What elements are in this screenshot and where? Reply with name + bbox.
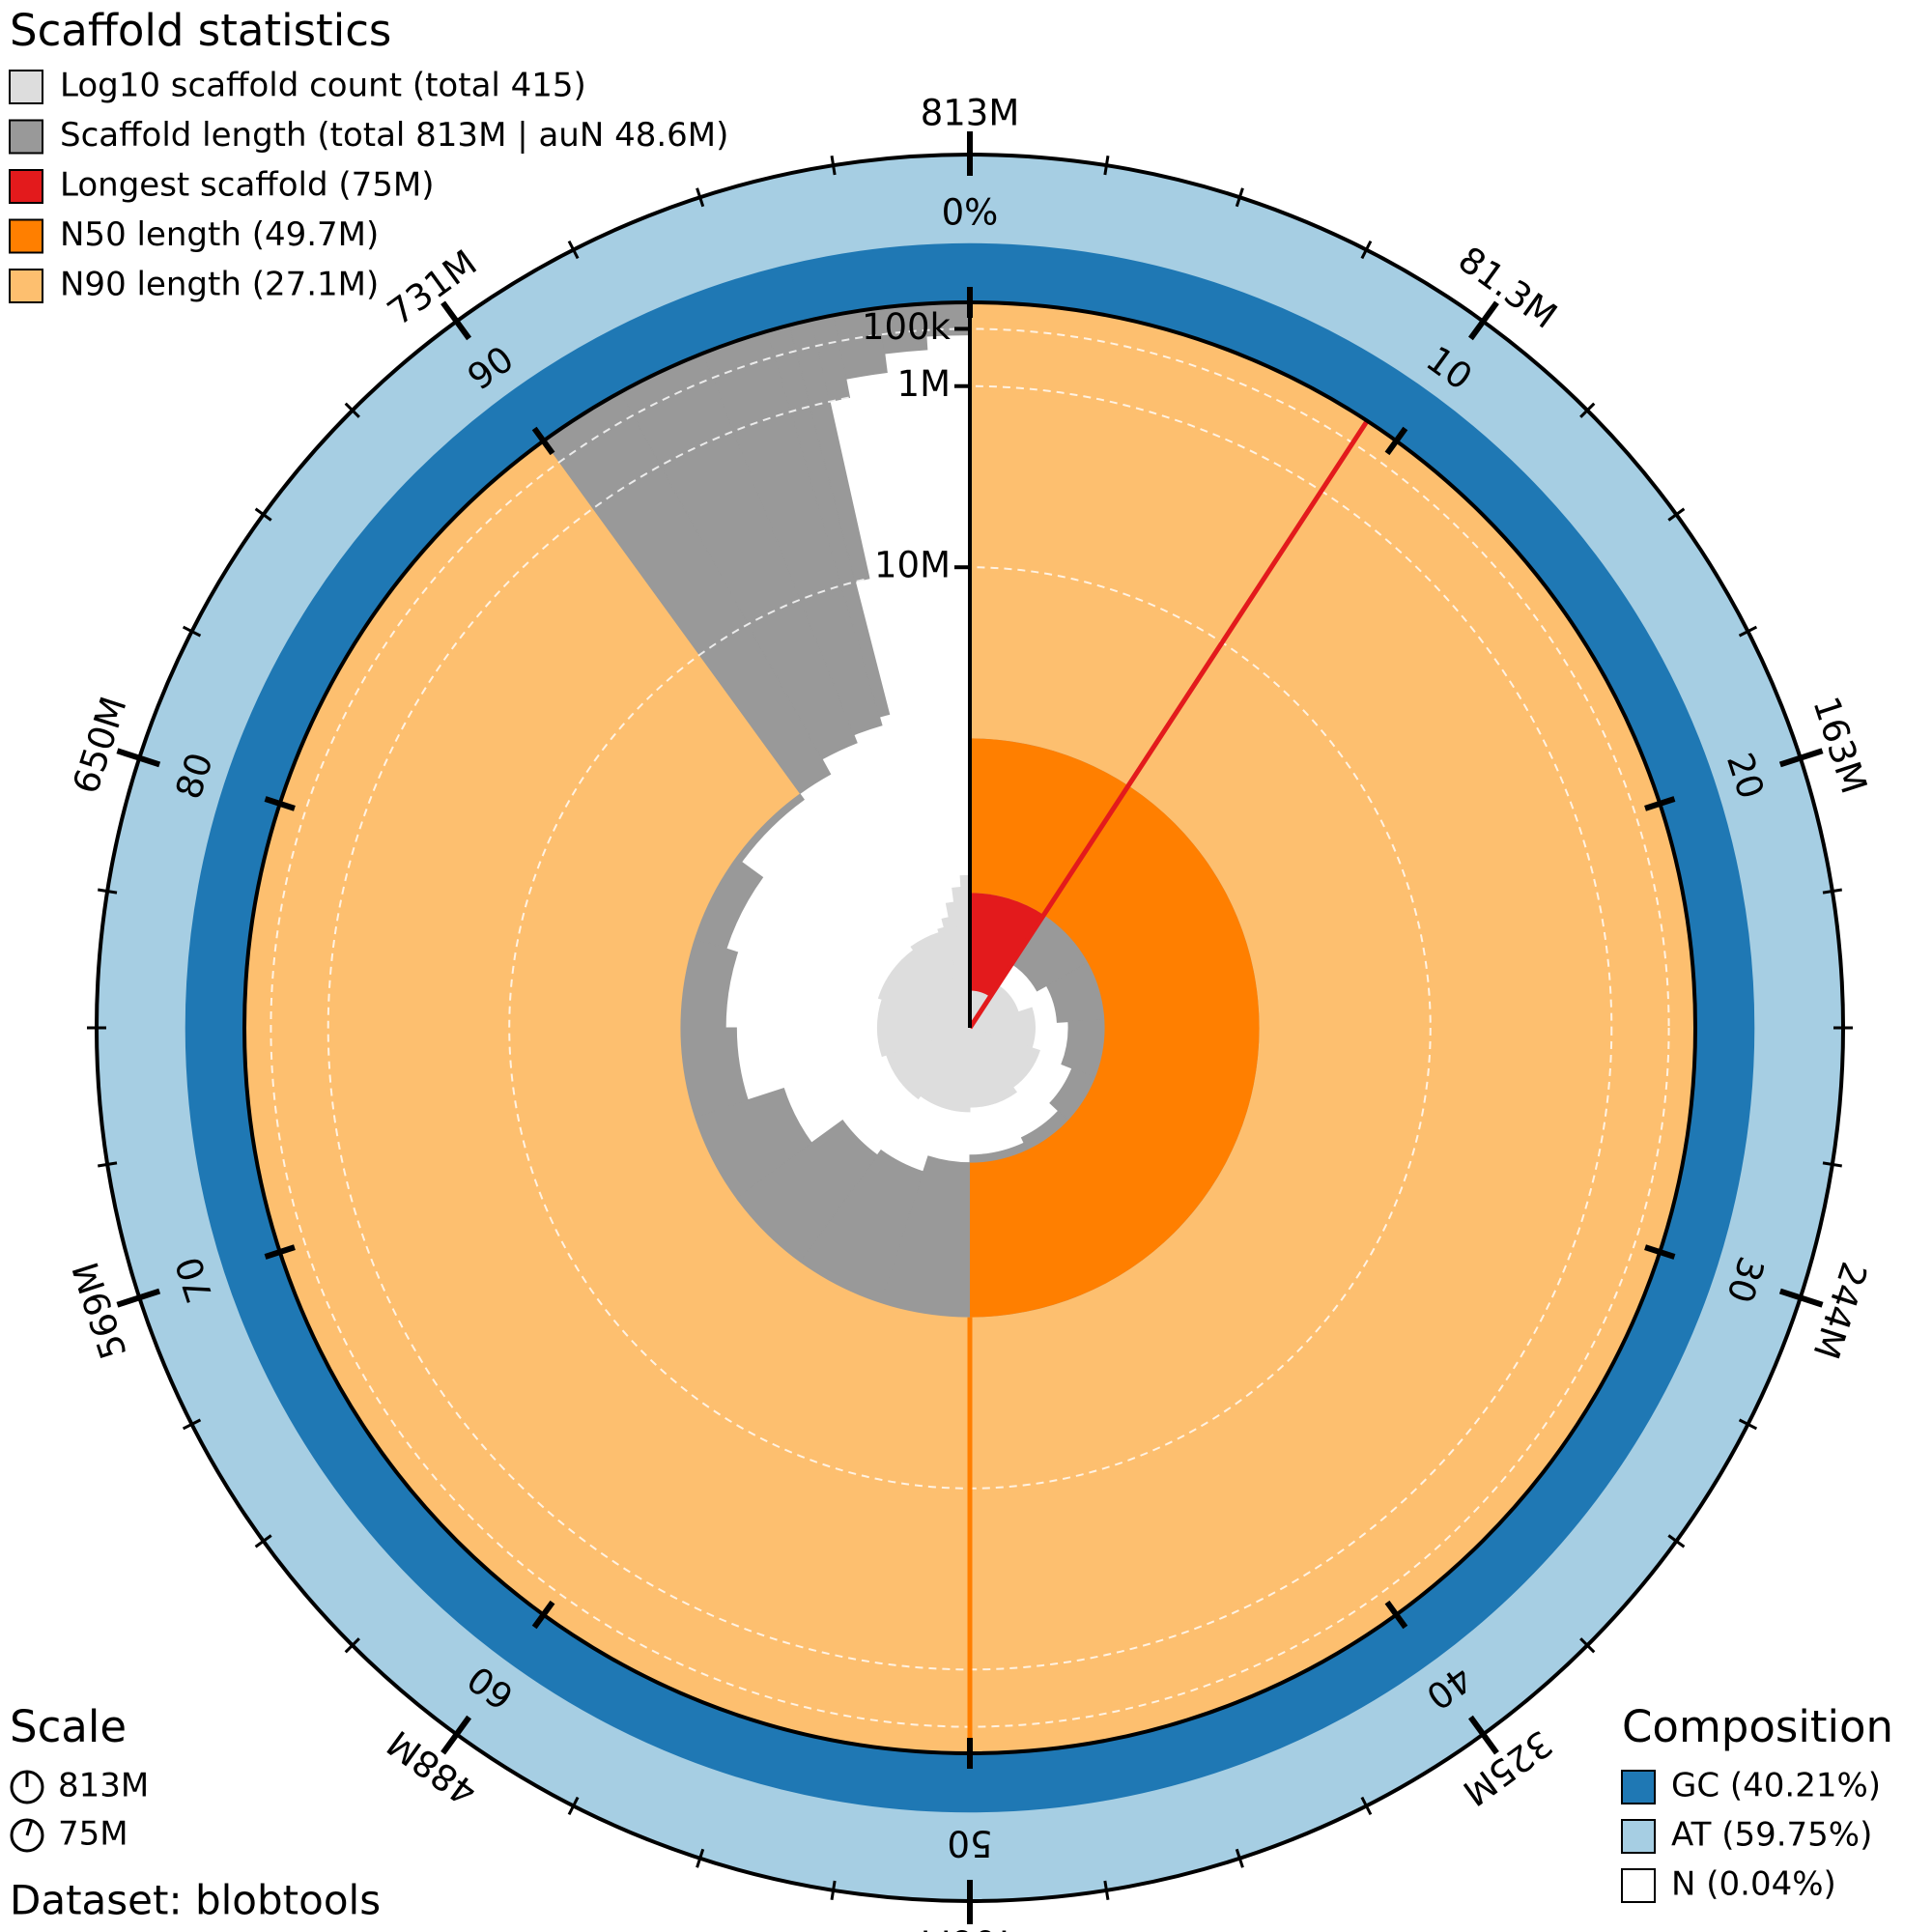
inner-tick (1384, 426, 1408, 456)
legend-label: Scaffold length (total 813M | auN 48.6M) (60, 116, 728, 155)
chart-title: Scaffold statistics (10, 5, 391, 56)
legend-swatch (9, 269, 43, 303)
legend-label: N90 length (27.1M) (60, 266, 379, 304)
scale-label: 813M (58, 1767, 149, 1805)
minor-tick (567, 240, 580, 260)
inner-tick (264, 1244, 296, 1260)
minor-tick (567, 1796, 580, 1816)
major-tick (440, 1715, 472, 1755)
composition-label: AT (59.75%) (1671, 1816, 1872, 1855)
inner-tick (1644, 1244, 1676, 1260)
legend-label: Longest scaffold (75M) (60, 166, 434, 205)
composition-swatch (1621, 1770, 1656, 1804)
radial-tick-label: 10M (874, 545, 951, 586)
minor-tick (696, 187, 705, 208)
composition-title: Composition (1622, 1701, 1893, 1752)
composition-ring (185, 242, 1755, 1813)
n90-sector (243, 302, 1695, 1753)
minor-tick (830, 1880, 837, 1900)
minor-tick (98, 1161, 118, 1168)
percent-tick-label: 0% (942, 192, 999, 234)
composition-swatch (1621, 1868, 1656, 1903)
radial-tick-label: 100k (862, 306, 952, 348)
legend-label: N50 length (49.7M) (60, 215, 379, 254)
minor-tick (254, 507, 272, 522)
composition-swatch (1621, 1819, 1656, 1854)
major-tick (1467, 1715, 1499, 1755)
minor-tick (1103, 156, 1110, 176)
minor-tick (1738, 625, 1758, 638)
length-tick-label: 813M (921, 93, 1020, 134)
legend-swatch (9, 169, 43, 204)
legend-swatch (9, 218, 43, 254)
length-tick-label: 650M (65, 692, 135, 799)
minor-tick (1235, 1848, 1244, 1868)
legend-swatch (9, 119, 43, 155)
major-tick (1778, 748, 1824, 768)
minor-tick (830, 156, 837, 176)
minor-tick (1822, 888, 1842, 895)
inner-tick (1644, 796, 1676, 811)
composition-label: GC (40.21%) (1671, 1767, 1881, 1805)
minor-tick (1822, 1161, 1842, 1168)
length-tick-label: 569M (65, 1257, 135, 1364)
length-tick-label: 244M (1804, 1257, 1875, 1364)
inner-tick (531, 426, 555, 456)
inner-tick (1384, 1600, 1408, 1630)
longest-line (967, 419, 1370, 1030)
dataset-label: Dataset: blobtools (10, 1877, 381, 1924)
legend-label: Log10 scaffold count (total 415) (60, 67, 586, 105)
major-tick (1467, 300, 1499, 341)
composition-label: N (0.04%) (1671, 1865, 1836, 1904)
scale-icon (10, 1818, 44, 1853)
major-tick (116, 748, 161, 768)
longest-sector (970, 893, 1044, 1028)
minor-tick (344, 402, 360, 418)
minor-tick (1667, 507, 1686, 522)
minor-tick (182, 625, 202, 638)
minor-tick (1360, 240, 1373, 260)
scale-label: 75M (58, 1815, 128, 1854)
major-tick (116, 1288, 161, 1308)
minor-tick (1103, 1880, 1110, 1900)
percent-tick-label: 50 (947, 1823, 992, 1864)
major-tick (440, 300, 472, 341)
minor-tick (696, 1848, 705, 1868)
n50-sector (970, 738, 1260, 1318)
minor-tick (1667, 1534, 1686, 1548)
scale-icon-line (25, 1819, 34, 1836)
minor-tick (1738, 1418, 1758, 1431)
composition-ring (96, 154, 1844, 1902)
length-tick-label: 163M (1804, 692, 1875, 799)
minor-tick (1579, 1637, 1596, 1654)
minor-tick (1360, 1796, 1373, 1816)
minor-tick (1235, 187, 1244, 208)
inner-tick (531, 1600, 555, 1630)
legend-swatch (9, 70, 43, 104)
minor-tick (1579, 402, 1596, 418)
radial-tick-label: 1M (897, 363, 951, 405)
scale-title: Scale (10, 1701, 127, 1752)
minor-tick (182, 1418, 202, 1431)
length-tick-label: 406M (921, 1922, 1020, 1932)
major-tick (1778, 1288, 1824, 1308)
minor-tick (98, 888, 118, 895)
minor-tick (254, 1534, 272, 1548)
inner-tick (264, 796, 296, 811)
minor-tick (344, 1637, 360, 1654)
